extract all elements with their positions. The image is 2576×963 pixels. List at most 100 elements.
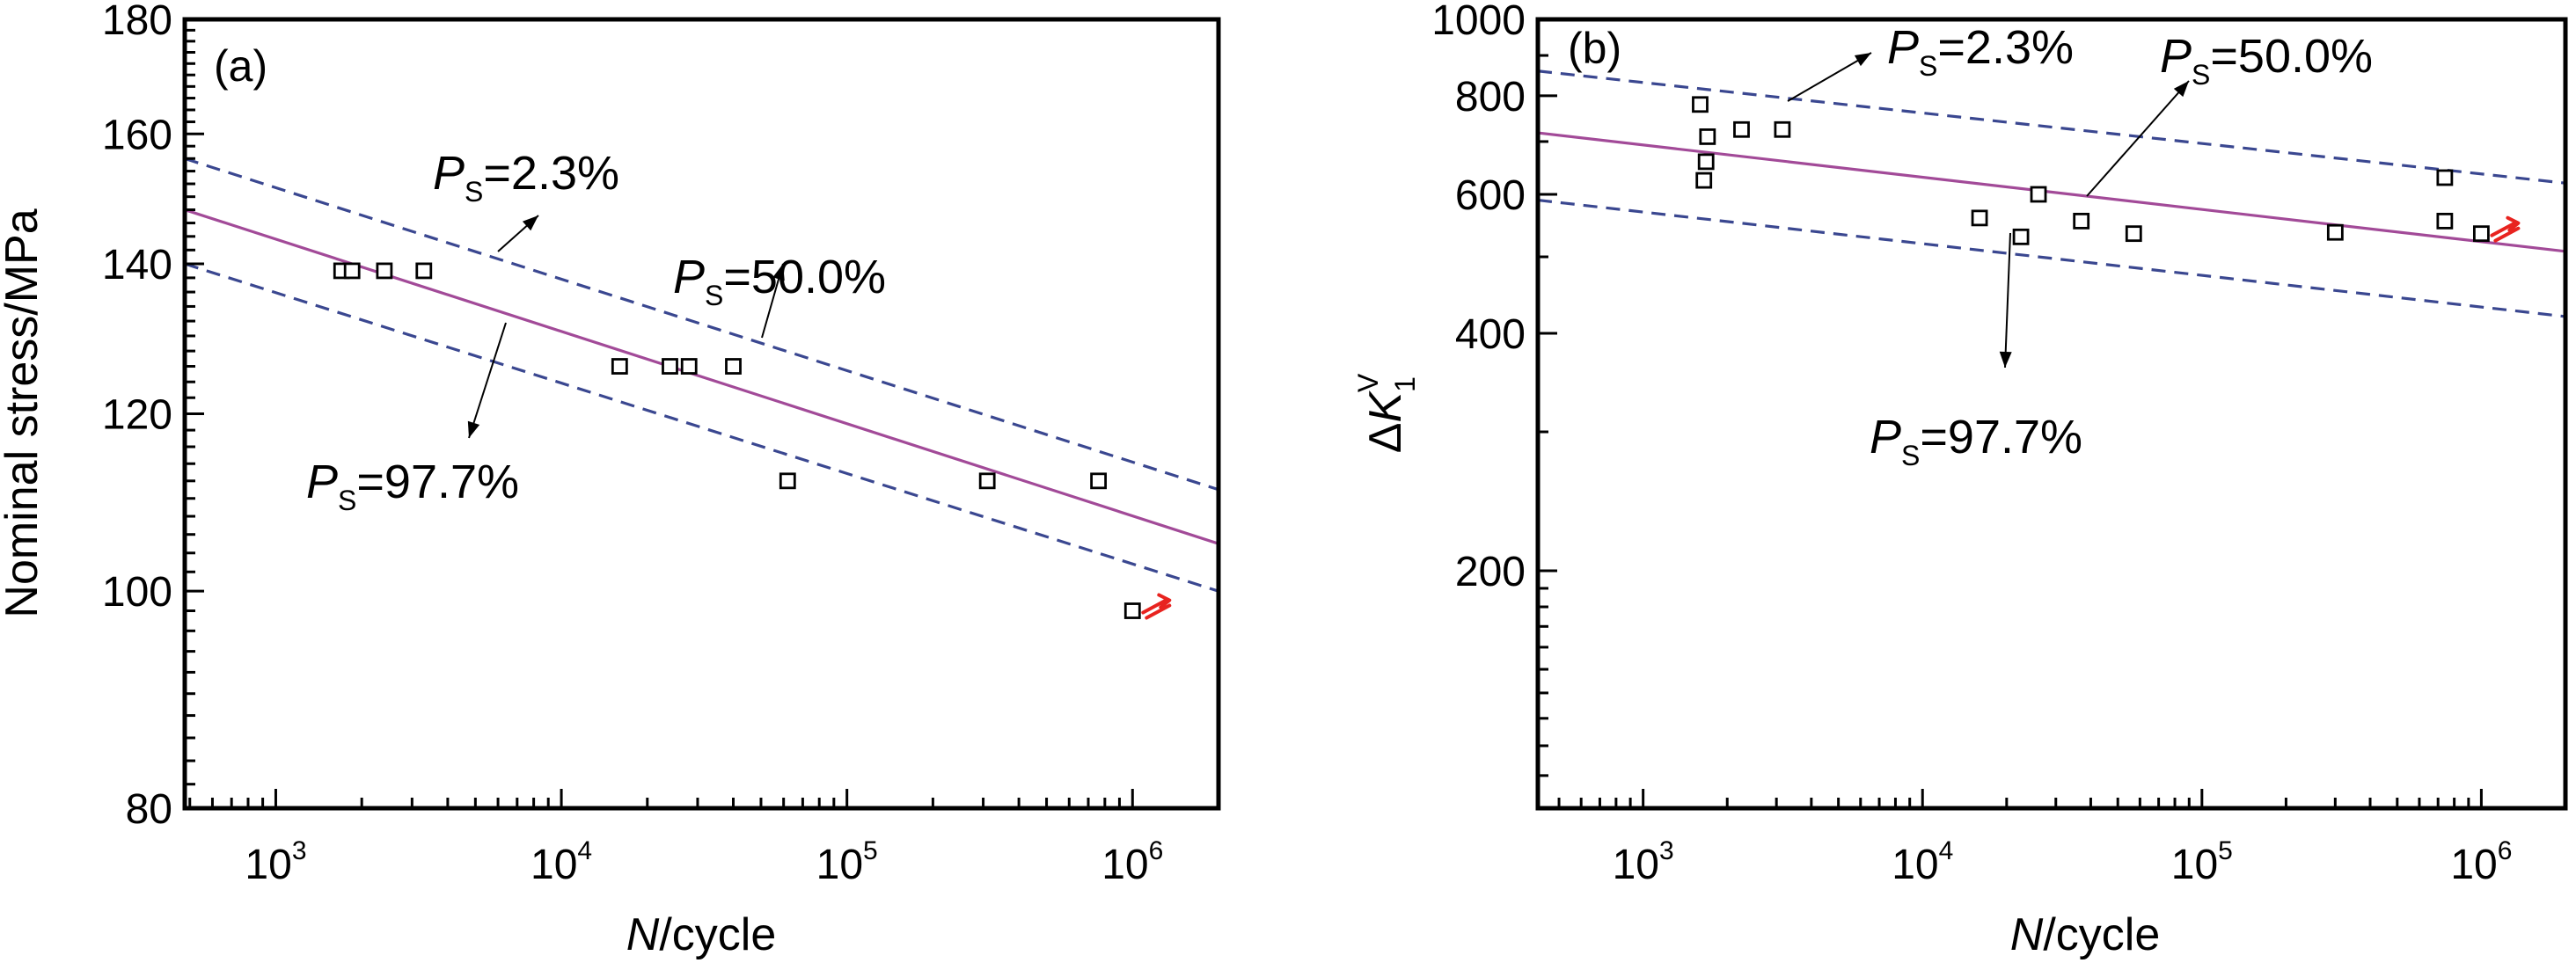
x-tick-label: 105 (2171, 836, 2233, 888)
annotation-arrowhead (772, 264, 785, 281)
data-point (343, 262, 361, 280)
data-point (1692, 96, 1709, 113)
data-point (611, 358, 628, 375)
data-point (1123, 602, 1141, 619)
data-point (662, 358, 678, 375)
data-point (1774, 120, 1791, 138)
annotation-label: PS=97.7% (1870, 411, 2082, 471)
annotation-p: P (2160, 30, 2192, 83)
panel-a: 103 104 105 10680100120140160180N/cycleNomi… (0, 0, 1221, 960)
x-tick-base: 10 (1613, 842, 1659, 888)
y-tick-label: 80 (126, 786, 172, 833)
data-point (1695, 171, 1713, 189)
y-tick-label: 1000 (1431, 0, 1526, 44)
y-axis-label: Nominal stress/MPa (0, 208, 48, 617)
x-tick-exponent: 3 (1659, 836, 1674, 865)
annotation-arrow (468, 322, 507, 439)
annotation-arrowhead (522, 215, 538, 231)
y-axis-label: ΔK1V (1352, 373, 1421, 453)
x-tick-base: 10 (531, 842, 577, 888)
annotation-sub: S (2192, 59, 2210, 91)
x-tick-label: 105 (816, 836, 878, 888)
runout-arrow (2490, 215, 2521, 243)
annotation-value: =2.3% (1937, 21, 2074, 74)
runout-arrow (1141, 593, 1172, 620)
annotation-value: =97.7% (1920, 411, 2082, 463)
x-tick-label: 103 (1613, 836, 1674, 888)
annotation-sub: S (1901, 440, 1920, 471)
plot-frame (182, 17, 1221, 811)
x-tick-base: 10 (1101, 842, 1148, 888)
y-axis-label-var: K (1360, 390, 1411, 423)
annotation-p: P (306, 456, 338, 508)
x-tick-exponent: 5 (863, 836, 878, 865)
annotation-value: =97.7% (356, 456, 519, 508)
data-point (2472, 225, 2490, 243)
annotation-arrow (2086, 80, 2190, 197)
annotation-p: P (1870, 411, 1901, 463)
annotation-value: =2.3% (483, 147, 619, 200)
y-tick-label: 800 (1455, 74, 1526, 120)
x-axis-label-var: N (2010, 909, 2044, 960)
annotation-arrow (1787, 52, 1872, 102)
x-tick-exponent: 4 (577, 836, 592, 865)
annotation-arrow (2004, 232, 2011, 368)
x-axis-label-unit: /cycle (659, 909, 776, 960)
data-point (2436, 169, 2454, 186)
data-point (1733, 120, 1750, 138)
annotation-label: PS=2.3% (433, 147, 619, 208)
data-point (1090, 472, 1107, 490)
x-tick-exponent: 6 (2498, 836, 2513, 865)
data-point (376, 262, 393, 280)
annotation-arrowhead (467, 420, 480, 438)
y-tick-label: 200 (1455, 549, 1526, 595)
data-point (2125, 225, 2142, 243)
plot-frame (1535, 17, 2568, 811)
data-point (2326, 223, 2344, 241)
data-point (779, 472, 796, 490)
annotation-value: =50.0% (2210, 30, 2373, 83)
y-axis-label-sup: V (1352, 373, 1384, 392)
annotation-arrowhead (2173, 81, 2189, 98)
data-point (1699, 128, 1716, 145)
x-tick-base: 10 (1892, 842, 1938, 888)
data-point (978, 472, 996, 490)
data-point (2012, 228, 2030, 245)
annotation-p: P (673, 251, 705, 303)
x-tick-exponent: 6 (1149, 836, 1164, 865)
annotation-arrowhead (1999, 351, 2012, 368)
panel-label: (a) (214, 41, 267, 91)
data-point (2436, 212, 2454, 230)
series-line-977 (1538, 198, 2565, 318)
x-tick-label: 103 (245, 836, 306, 888)
series-line-977 (185, 262, 1218, 593)
x-axis-label-unit: /cycle (2043, 909, 2160, 960)
y-tick-label: 100 (102, 569, 172, 616)
y-tick-label: 120 (102, 392, 172, 439)
x-tick-base: 10 (2450, 842, 2497, 888)
data-point (2073, 212, 2090, 230)
x-axis-label: N/cycle (2010, 909, 2160, 960)
x-tick-exponent: 4 (1939, 836, 1954, 865)
annotation-label: PS=97.7% (306, 456, 519, 516)
x-tick-base: 10 (2171, 842, 2218, 888)
x-tick-label: 104 (531, 836, 592, 888)
x-axis-label-var: N (626, 909, 660, 960)
series-line-500 (1538, 131, 2565, 253)
annotation-sub: S (705, 280, 723, 311)
annotation-value: =50.0% (723, 251, 886, 303)
x-tick-exponent: 5 (2218, 836, 2233, 865)
panel-label: (b) (1568, 24, 1621, 73)
x-tick-label: 106 (2450, 836, 2512, 888)
series-line-23 (185, 157, 1218, 492)
y-axis-label-sub: 1 (1389, 376, 1421, 392)
y-tick-label: 600 (1455, 172, 1526, 219)
annotation-p: P (1887, 21, 1919, 74)
y-axis-label-delta: Δ (1360, 423, 1411, 454)
y-tick-label: 140 (102, 242, 172, 288)
x-tick-base: 10 (816, 842, 863, 888)
y-tick-label: 400 (1455, 311, 1526, 358)
annotation-arrowhead (1854, 53, 1871, 67)
annotation-label: PS=50.0% (673, 251, 886, 311)
